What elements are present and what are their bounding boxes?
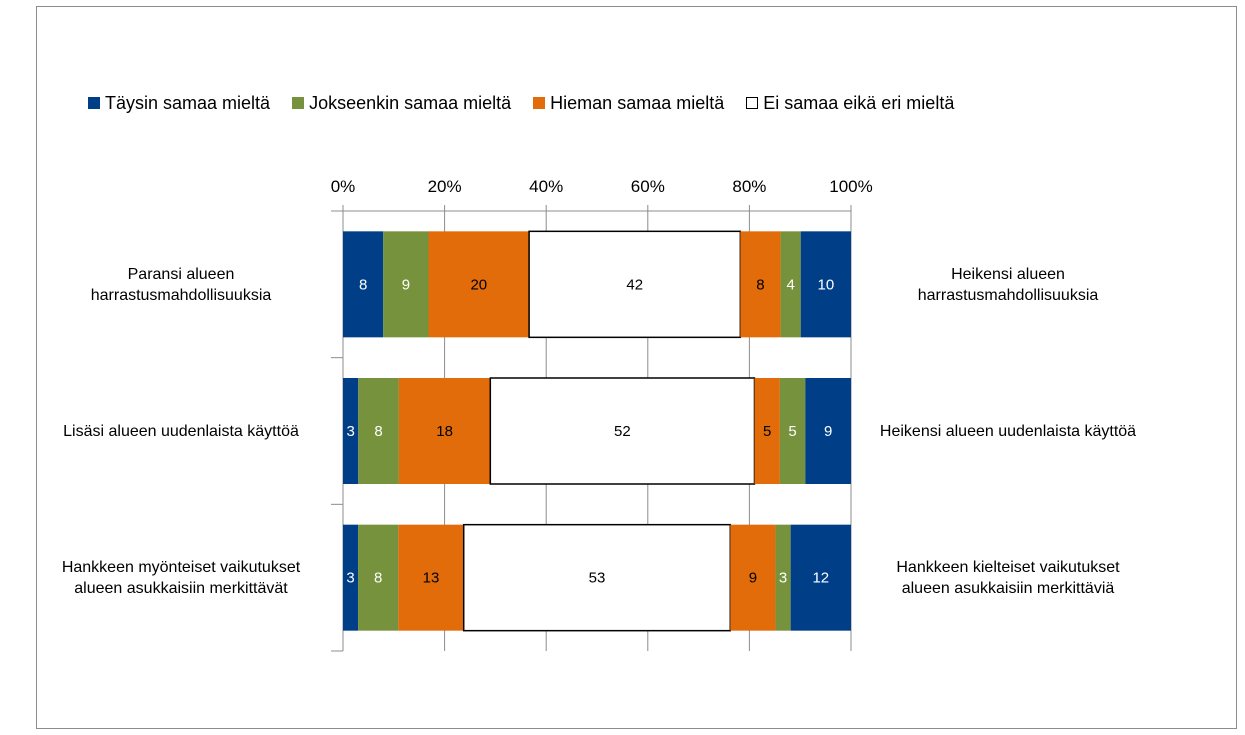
data-label: 9 xyxy=(824,423,832,440)
bar-segment xyxy=(754,378,780,484)
bar-segment xyxy=(740,231,781,338)
bar-segment xyxy=(775,524,791,631)
legend-label: Täysin samaa mieltä xyxy=(105,92,271,113)
data-label: 9 xyxy=(402,276,410,293)
legend-item: Täysin samaa mieltä xyxy=(88,93,270,114)
legend-item: Jokseenkin samaa mieltä xyxy=(292,93,511,114)
x-tick-label: 20% xyxy=(428,177,462,196)
bar-segment xyxy=(383,231,429,338)
category-label-left: harrastusmahdollisuuksia xyxy=(91,287,272,304)
data-label: 3 xyxy=(779,570,787,587)
legend-label: Hieman samaa mieltä xyxy=(550,92,725,113)
data-label: 12 xyxy=(812,570,829,587)
bar-segment xyxy=(462,523,732,632)
category-label-right: Hankkeen kielteiset vaikutukset xyxy=(896,559,1120,576)
data-label: 53 xyxy=(589,570,606,587)
category-label-left: Hankkeen myönteiset vaikutukset xyxy=(62,559,301,576)
category-label-right: Heikensi alueen uudenlaista käyttöä xyxy=(880,423,1136,440)
legend-swatch xyxy=(746,97,759,109)
data-label: 8 xyxy=(756,276,764,293)
data-label: 4 xyxy=(786,276,794,293)
legend-swatch xyxy=(292,97,305,109)
data-label: 52 xyxy=(614,423,631,440)
data-label: 18 xyxy=(436,423,453,440)
bar-segment xyxy=(805,378,851,484)
bar-segment xyxy=(489,377,756,485)
category-label-left: Paransi alueen xyxy=(128,266,235,283)
bar-segment xyxy=(779,378,806,484)
legend-item: Hieman samaa mieltä xyxy=(533,93,724,114)
bar-segment xyxy=(428,231,530,338)
bar-segment xyxy=(343,231,384,338)
bar-segment xyxy=(790,524,851,631)
legend-label: Jokseenkin samaa mieltä xyxy=(309,92,512,113)
data-label: 20 xyxy=(470,276,487,293)
legend-swatch xyxy=(88,97,100,109)
data-label: 5 xyxy=(788,423,796,440)
bar-segment xyxy=(358,524,399,631)
x-tick-label: 100% xyxy=(829,177,872,196)
data-label: 8 xyxy=(374,570,382,587)
data-label: 8 xyxy=(359,276,367,293)
data-label: 9 xyxy=(749,570,757,587)
bar-segment xyxy=(730,524,776,631)
legend-label: Ei samaa eikä eri mieltä xyxy=(763,92,955,113)
data-label: 13 xyxy=(423,570,440,587)
data-label: 3 xyxy=(346,570,354,587)
data-label: 10 xyxy=(818,276,835,293)
x-tick-label: 80% xyxy=(732,177,766,196)
data-label: 42 xyxy=(626,276,643,293)
x-tick-label: 40% xyxy=(529,177,563,196)
data-label: 8 xyxy=(374,423,382,440)
category-label-right: harrastusmahdollisuuksia xyxy=(918,287,1099,304)
data-label: 5 xyxy=(763,423,771,440)
x-tick-label: 0% xyxy=(331,177,356,196)
bar-segment xyxy=(343,524,359,631)
legend-swatch xyxy=(533,97,546,109)
bar-segment xyxy=(358,378,399,484)
category-label-right: Heikensi alueen xyxy=(951,266,1065,283)
data-label: 3 xyxy=(346,423,354,440)
category-label-right: alueen asukkaisiin merkittäviä xyxy=(902,580,1115,597)
x-tick-label: 60% xyxy=(631,177,665,196)
bar-segment xyxy=(398,524,464,631)
legend: Täysin samaa mieltä Jokseenkin samaa miel… xyxy=(88,90,976,116)
bar-segment xyxy=(343,378,359,484)
bar-segment xyxy=(528,230,742,339)
category-label-left: Lisäsi alueen uudenlaista käyttöä xyxy=(63,423,299,440)
bar-segment xyxy=(780,231,801,338)
bar-segment xyxy=(800,231,851,338)
bar-segment xyxy=(398,378,491,484)
legend-item: Ei samaa eikä eri mieltä xyxy=(746,93,954,114)
category-label-left: alueen asukkaisiin merkittävät xyxy=(74,580,288,597)
